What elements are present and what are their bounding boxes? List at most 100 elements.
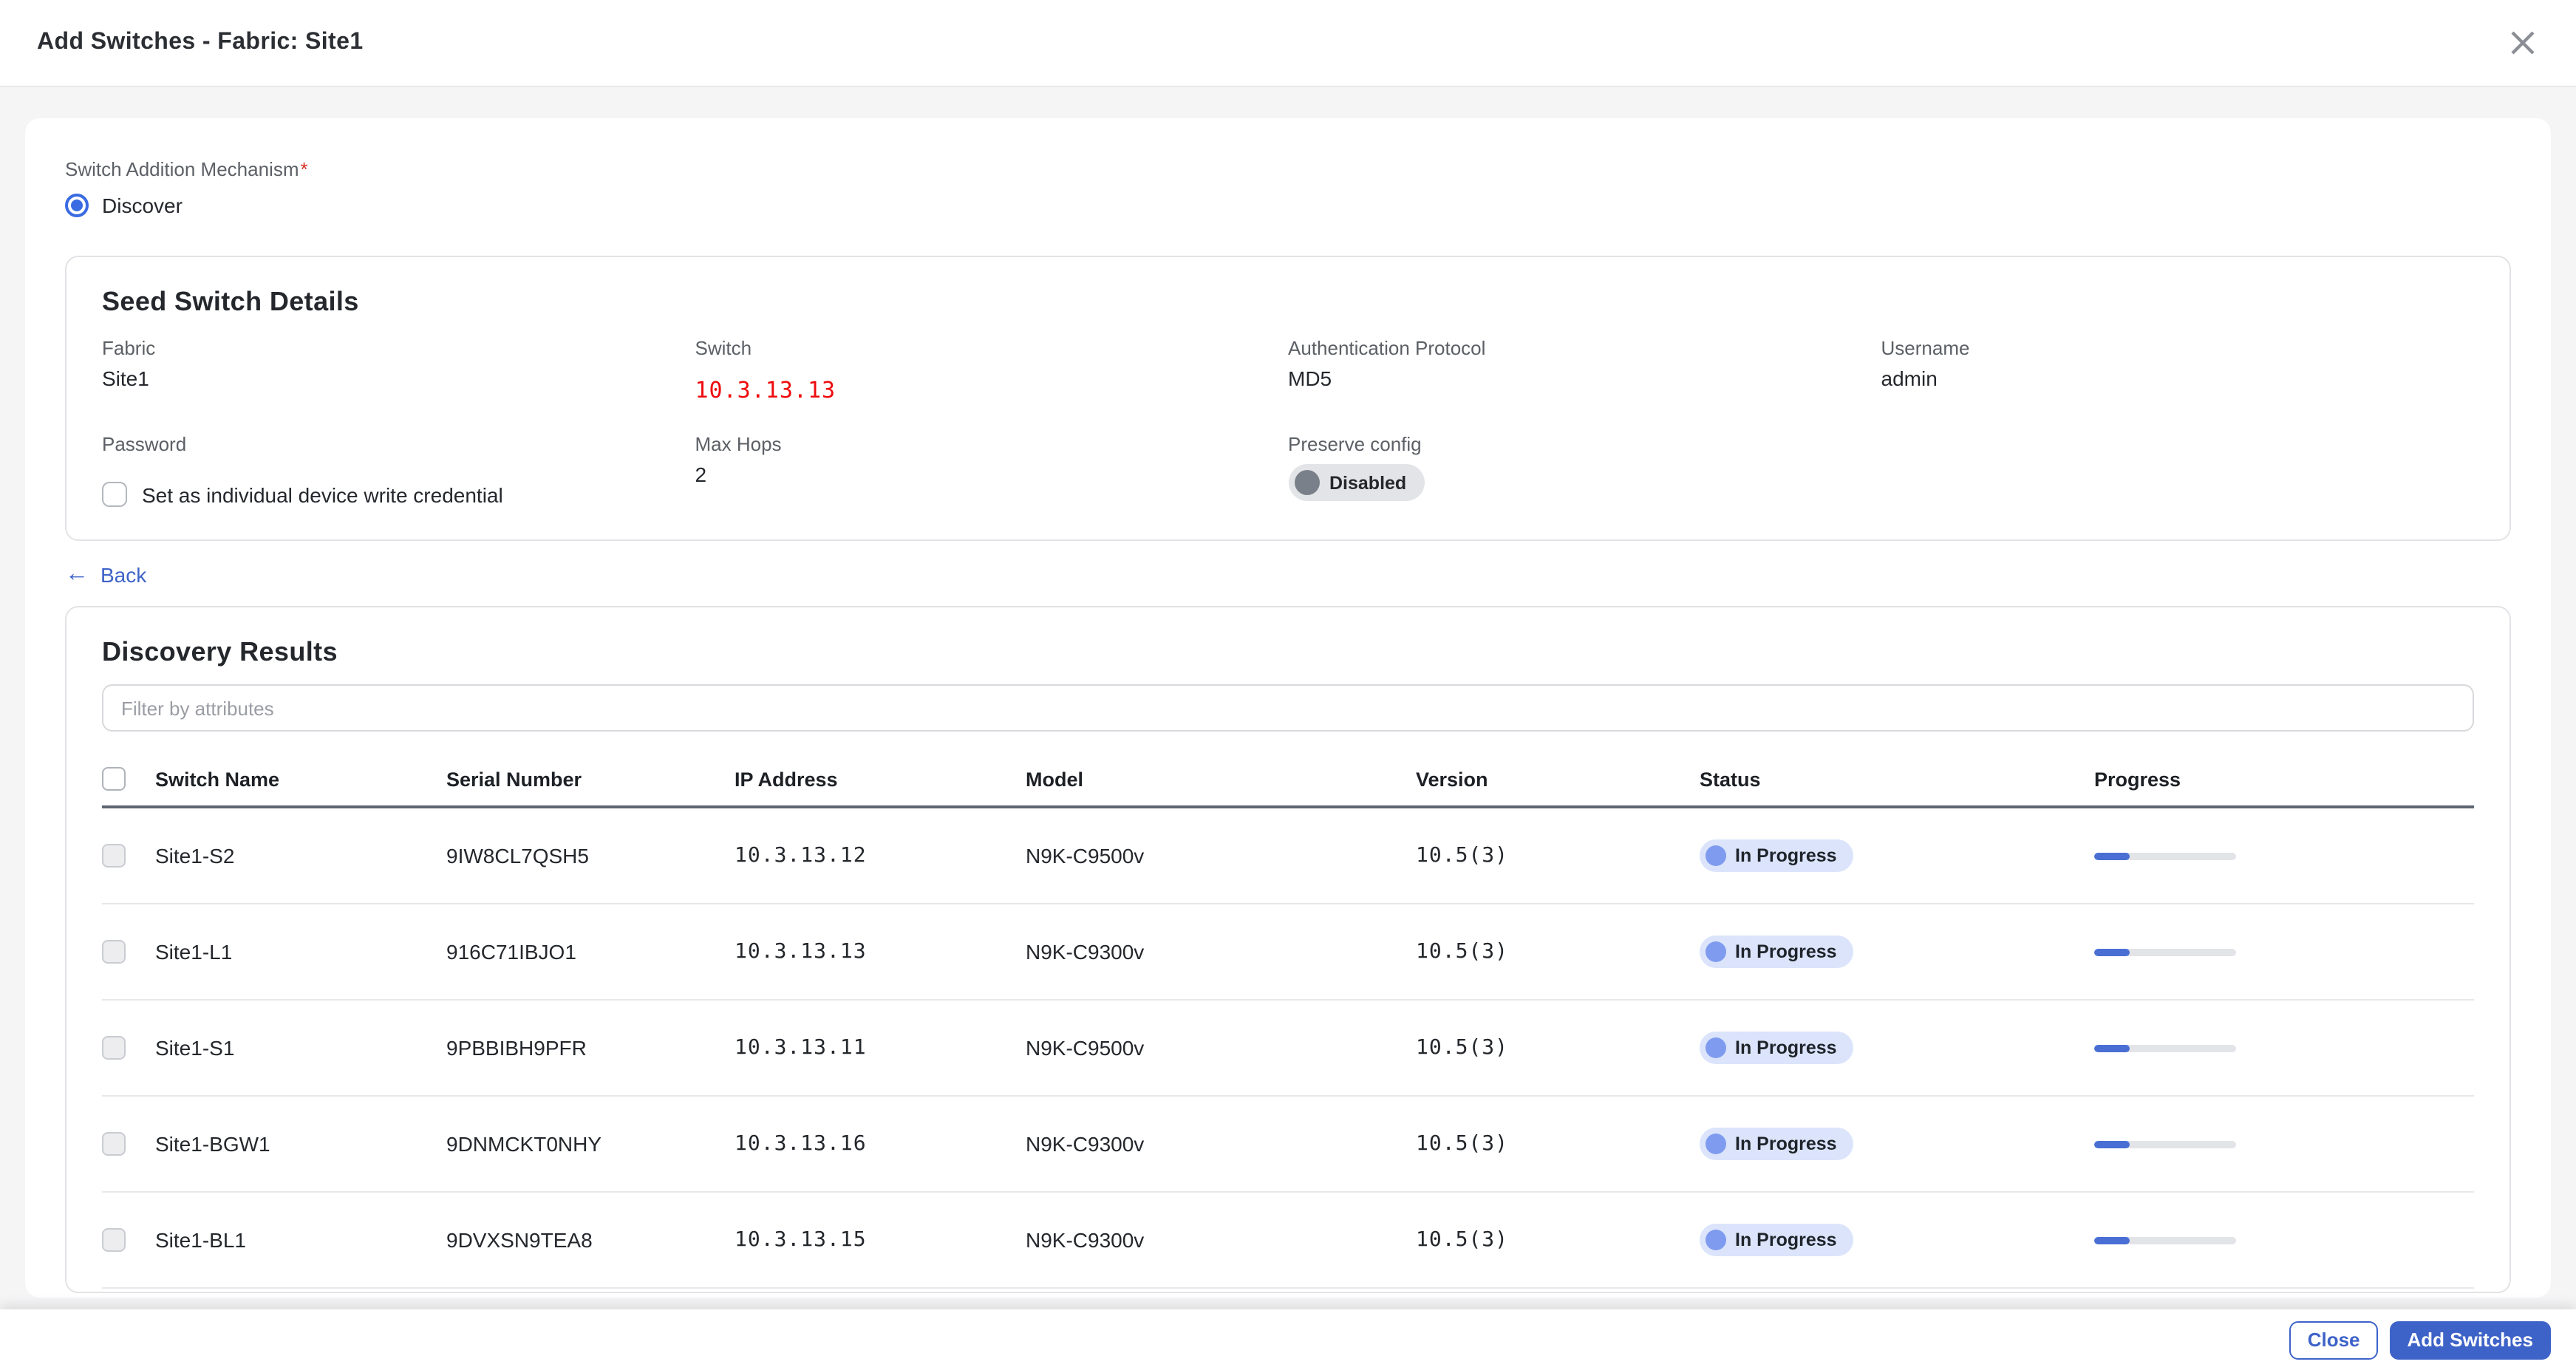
toggle-knob-icon	[1294, 470, 1319, 495]
model-cell: N9K-C9500v	[1026, 1036, 1416, 1060]
add-switches-button[interactable]: Add Switches	[2390, 1320, 2552, 1359]
status-cell: In Progress	[1700, 839, 2094, 872]
row-checkbox-cell	[102, 1036, 155, 1060]
status-label: In Progress	[1735, 1134, 1837, 1154]
write-credential-checkbox[interactable]	[102, 482, 127, 507]
status-badge: In Progress	[1700, 1224, 1853, 1256]
progress-bar	[2094, 1044, 2236, 1052]
table-header-row: Switch Name Serial Number IP Address Mod…	[102, 752, 2474, 808]
model-cell: N9K-C9300v	[1026, 940, 1416, 964]
preserve-config-toggle[interactable]: Disabled	[1288, 464, 1424, 501]
preserve-config-state: Disabled	[1329, 472, 1406, 493]
seed-card-title: Seed Switch Details	[102, 287, 2474, 318]
col-header-progress[interactable]: Progress	[2094, 768, 2474, 790]
progress-bar	[2094, 948, 2236, 955]
switch-name-cell: Site1-BL1	[155, 1228, 446, 1252]
serial-number-cell: 9DNMCKT0NHY	[446, 1132, 735, 1156]
switch-name-cell: Site1-S1	[155, 1036, 446, 1060]
results-card-title: Discovery Results	[102, 637, 2474, 668]
switch-addition-mechanism-field: Switch Addition Mechanism* Discover	[65, 158, 2511, 217]
switch-name-cell: Site1-BGW1	[155, 1132, 446, 1156]
select-all-checkbox[interactable]	[102, 767, 126, 791]
radio-selected-icon[interactable]	[65, 194, 89, 217]
serial-number-cell: 916C71IBJO1	[446, 940, 735, 964]
table-row: Site1-S29IW8CL7QSH510.3.13.12N9K-C9500v1…	[102, 808, 2474, 904]
status-badge: In Progress	[1700, 839, 1853, 872]
status-cell: In Progress	[1700, 1032, 2094, 1064]
max-hops-field: Max Hops 2	[695, 433, 1289, 507]
progress-bar-fill	[2094, 1236, 2130, 1244]
row-checkbox-cell	[102, 940, 155, 964]
switch-field: Switch 10.3.13.13	[695, 337, 1289, 403]
model-cell: N9K-C9500v	[1026, 844, 1416, 868]
dialog-title: Add Switches - Fabric: Site1	[37, 30, 364, 56]
content-panel: Switch Addition Mechanism* Discover Seed…	[25, 118, 2551, 1298]
col-header-switch-name[interactable]: Switch Name	[155, 768, 446, 790]
write-credential-checkbox-row: Set as individual device write credentia…	[102, 482, 695, 507]
row-checkbox[interactable]	[102, 1036, 126, 1060]
ip-address-cell: 10.3.13.15	[735, 1228, 1026, 1252]
status-badge: In Progress	[1700, 936, 1853, 968]
back-link[interactable]: ← Back	[65, 563, 146, 587]
close-icon[interactable]	[2504, 24, 2542, 62]
fabric-field: Fabric Site1	[102, 337, 695, 403]
status-dot-icon	[1706, 845, 1726, 866]
row-checkbox[interactable]	[102, 1132, 126, 1156]
auth-protocol-value: MD5	[1288, 367, 1881, 390]
username-value: admin	[1881, 367, 2475, 390]
status-label: In Progress	[1735, 845, 1837, 866]
status-dot-icon	[1706, 1134, 1726, 1154]
dialog-header: Add Switches - Fabric: Site1	[0, 0, 2576, 87]
col-header-status[interactable]: Status	[1700, 768, 2094, 790]
switch-name-cell: Site1-L1	[155, 940, 446, 964]
table-row: Site1-L1916C71IBJO110.3.13.13N9K-C9300v1…	[102, 904, 2474, 1001]
col-header-version[interactable]: Version	[1416, 768, 1700, 790]
add-switches-dialog: Add Switches - Fabric: Site1 Switch Addi…	[0, 0, 2576, 1370]
dialog-footer: Close Add Switches	[0, 1309, 2576, 1370]
close-button[interactable]: Close	[2290, 1320, 2378, 1359]
status-dot-icon	[1706, 1230, 1726, 1250]
progress-bar-fill	[2094, 948, 2130, 955]
progress-cell	[2094, 1044, 2474, 1052]
max-hops-value: 2	[695, 463, 1289, 486]
col-header-model[interactable]: Model	[1026, 768, 1416, 790]
progress-bar-fill	[2094, 852, 2130, 859]
status-badge: In Progress	[1700, 1128, 1853, 1160]
status-dot-icon	[1706, 941, 1726, 962]
version-cell: 10.5(3)	[1416, 940, 1700, 964]
progress-cell	[2094, 1236, 2474, 1244]
discovery-results-table: Switch Name Serial Number IP Address Mod…	[102, 752, 2474, 1289]
version-cell: 10.5(3)	[1416, 1036, 1700, 1060]
row-checkbox[interactable]	[102, 844, 126, 868]
progress-bar-fill	[2094, 1140, 2130, 1148]
back-arrow-icon: ←	[65, 563, 89, 587]
seed-fields-grid: Fabric Site1 Switch 10.3.13.13 Authentic…	[102, 337, 2474, 507]
col-header-ip-address[interactable]: IP Address	[735, 768, 1026, 790]
required-asterisk: *	[301, 158, 308, 180]
model-cell: N9K-C9300v	[1026, 1228, 1416, 1252]
preserve-config-field: Preserve config Disabled	[1288, 433, 1881, 507]
filter-input[interactable]	[102, 684, 2474, 732]
discover-radio-label: Discover	[102, 194, 183, 217]
back-link-label: Back	[100, 563, 146, 587]
row-checkbox-cell	[102, 1132, 155, 1156]
serial-number-cell: 9PBBIBH9PFR	[446, 1036, 735, 1060]
mechanism-label: Switch Addition Mechanism*	[65, 158, 2511, 180]
version-cell: 10.5(3)	[1416, 844, 1700, 868]
serial-number-cell: 9DVXSN9TEA8	[446, 1228, 735, 1252]
status-cell: In Progress	[1700, 936, 2094, 968]
progress-bar	[2094, 1236, 2236, 1244]
row-checkbox[interactable]	[102, 1228, 126, 1252]
row-checkbox[interactable]	[102, 940, 126, 964]
switch-ip-value: 10.3.13.13	[695, 377, 1289, 403]
dialog-body: Switch Addition Mechanism* Discover Seed…	[0, 89, 2576, 1370]
ip-address-cell: 10.3.13.11	[735, 1036, 1026, 1060]
table-row: Site1-BL19DVXSN9TEA810.3.13.15N9K-C9300v…	[102, 1193, 2474, 1289]
status-label: In Progress	[1735, 1230, 1837, 1250]
status-badge: In Progress	[1700, 1032, 1853, 1064]
col-header-serial-number[interactable]: Serial Number	[446, 768, 735, 790]
progress-cell	[2094, 852, 2474, 859]
ip-address-cell: 10.3.13.16	[735, 1132, 1026, 1156]
discover-radio-option[interactable]: Discover	[65, 194, 2511, 217]
status-cell: In Progress	[1700, 1128, 2094, 1160]
